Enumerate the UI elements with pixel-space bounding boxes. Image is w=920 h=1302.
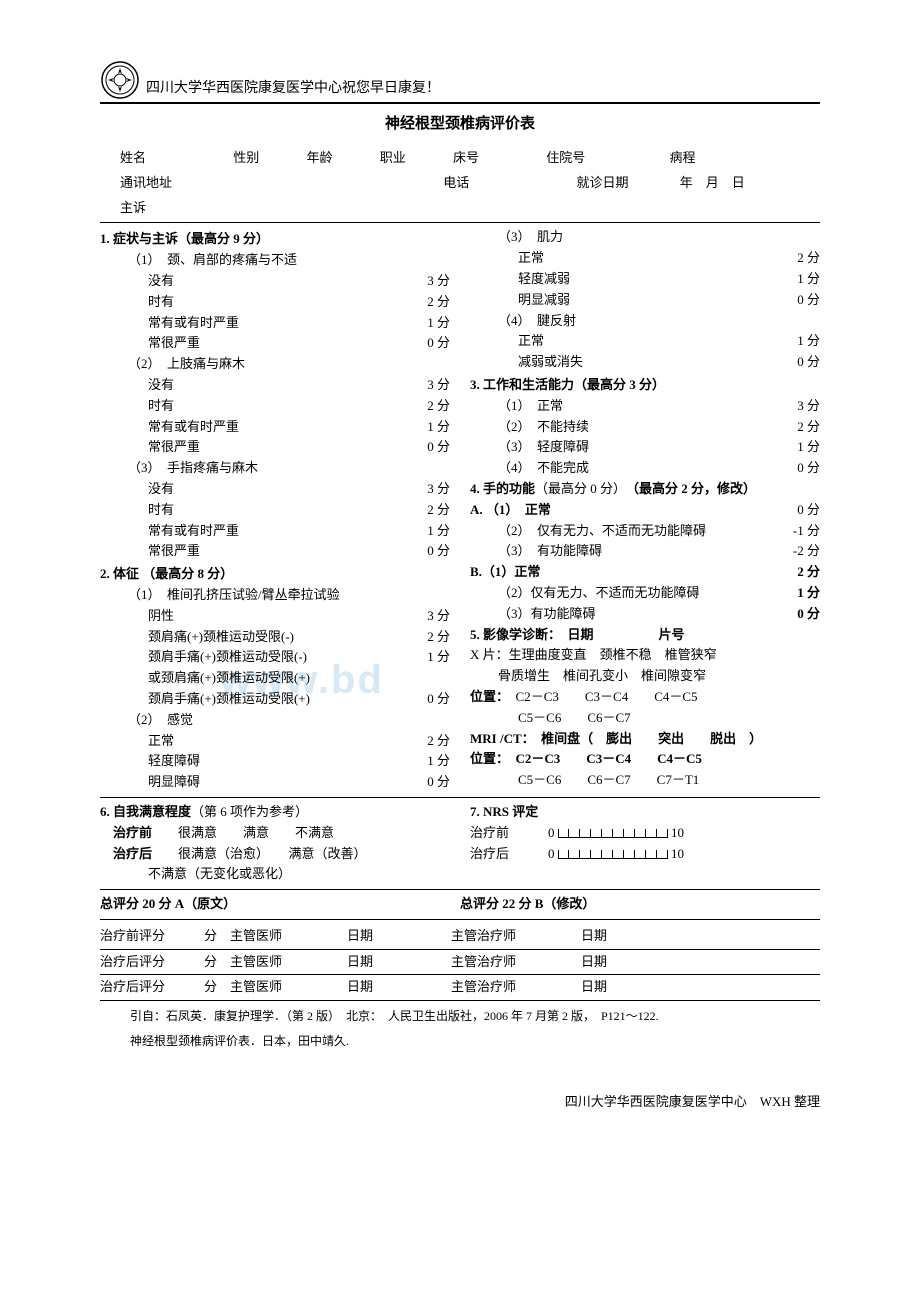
sec6-title: 6. 自我满意程度（第 6 项作为参考）: [100, 802, 450, 823]
opt: 常很严重0 分: [100, 333, 450, 354]
opt: 正常2 分: [100, 731, 450, 752]
sec6-before: 治疗前 很满意 满意 不满意: [100, 823, 450, 844]
opt: （3） 轻度障碍1 分: [470, 437, 820, 458]
opt: 明显障碍0 分: [100, 772, 450, 793]
opt: （4） 不能完成0 分: [470, 458, 820, 479]
sig-row-1: 治疗前评分 分 主管医师 日期 主管治疗师 日期: [100, 924, 820, 950]
sec2-g4-head: （4） 腱反射: [470, 311, 820, 332]
divider: [100, 797, 820, 798]
opt: 正常1 分: [470, 331, 820, 352]
totals: 总评分 20 分 A（原文） 总评分 22 分 B（修改）: [100, 894, 820, 915]
opt: （2） 不能持续2 分: [470, 417, 820, 438]
sec3-title: 3. 工作和生活能力（最高分 3 分）: [470, 375, 820, 396]
opt: 减弱或消失0 分: [470, 352, 820, 373]
opt: 颈肩痛(+)颈椎运动受限(-)2 分: [100, 627, 450, 648]
opt: 没有3 分: [100, 271, 450, 292]
opt: 阴性3 分: [100, 606, 450, 627]
sec1-g2-head: （2） 上肢痛与麻木: [100, 354, 450, 375]
info-line-2: 通讯地址 电话 就诊日期 年 月 日: [100, 173, 820, 194]
opt: （1） 正常3 分: [470, 396, 820, 417]
sec5-xray2: 骨质增生 椎间孔变小 椎间隙变窄: [470, 666, 820, 687]
divider: [100, 889, 820, 890]
opt: 时有2 分: [100, 396, 450, 417]
opt: （3） 有功能障碍-2 分: [470, 541, 820, 562]
sec5-mri: MRI /CT： 椎间盘（ 膨出 突出 脱出 ）: [470, 729, 820, 750]
divider: [100, 919, 820, 920]
nrs-after: 治疗后 0 10: [470, 844, 820, 865]
satisfaction-row: 6. 自我满意程度（第 6 项作为参考） 治疗前 很满意 满意 不满意 治疗后 …: [100, 802, 820, 885]
footnote-1: 引自：石凤英．康复护理学．（第 2 版） 北京： 人民卫生出版社，2006 年 …: [100, 1007, 820, 1026]
opt: （2） 仅有无力、不适而无功能障碍-1 分: [470, 521, 820, 542]
opt: 轻度障碍1 分: [100, 751, 450, 772]
footer: 四川大学华西医院康复医学中心 WXH 整理: [100, 1092, 820, 1113]
sec5-title: 5. 影像学诊断： 日期 片号: [470, 625, 820, 646]
nrs-scale-icon: [558, 829, 668, 838]
info-line-1: 姓名 性别 年龄 职业 床号 住院号 病程: [100, 148, 820, 169]
info-line-3: 主诉: [100, 198, 820, 219]
nrs-before: 治疗前 0 10: [470, 823, 820, 844]
form-title: 神经根型颈椎病评价表: [100, 112, 820, 136]
sec5-pos1b: C5－C6 C6－C7: [470, 708, 820, 729]
opt: 正常2 分: [470, 248, 820, 269]
sec5-xray: X 片：生理曲度变直 颈椎不稳 椎管狭窄: [470, 645, 820, 666]
opt: （3）有功能障碍0 分: [470, 604, 820, 625]
sec2-g2-head: （2） 感觉: [100, 710, 450, 731]
opt: 常很严重0 分: [100, 541, 450, 562]
sig-row-3: 治疗后评分 分 主管医师 日期 主管治疗师 日期: [100, 975, 820, 1001]
page-header: 四川大学华西医院康复医学中心祝您早日康复！: [100, 60, 820, 104]
sec5-pos1: 位置： C2－C3 C3－C4 C4－C5: [470, 687, 820, 708]
opt: 轻度减弱1 分: [470, 269, 820, 290]
hospital-logo-icon: [100, 60, 140, 100]
opt: 时有2 分: [100, 292, 450, 313]
right-column: （3） 肌力 正常2 分 轻度减弱1 分 明显减弱0 分 （4） 腱反射 正常1…: [470, 227, 820, 793]
opt: 没有3 分: [100, 479, 450, 500]
opt: 颈肩手痛(+)颈椎运动受限(-)1 分: [100, 647, 450, 668]
main-columns: 1. 症状与主诉（最高分 9 分） （1） 颈、肩部的疼痛与不适 没有3 分 时…: [100, 227, 820, 793]
opt: 常有或有时严重1 分: [100, 313, 450, 334]
sec2-title: 2. 体征 （最高分 8 分）: [100, 564, 450, 585]
opt: 颈肩手痛(+)颈椎运动受限(+)0 分: [100, 689, 450, 710]
sec1-title: 1. 症状与主诉（最高分 9 分）: [100, 229, 450, 250]
sig-row-2: 治疗后评分 分 主管医师 日期 主管治疗师 日期: [100, 950, 820, 976]
opt: 时有2 分: [100, 500, 450, 521]
sec6-after: 治疗后 很满意（治愈） 满意（改善）: [100, 844, 450, 865]
nrs-scale-icon: [558, 850, 668, 859]
opt: 明显减弱0 分: [470, 290, 820, 311]
sec6-after2: 不满意（无变化或恶化）: [100, 864, 450, 885]
sec2-g1-head: （1） 椎间孔挤压试验/臂丛牵拉试验: [100, 585, 450, 606]
opt: 常有或有时严重1 分: [100, 417, 450, 438]
opt: B.（1）正常2 分: [470, 562, 820, 583]
header-text: 四川大学华西医院康复医学中心祝您早日康复！: [146, 78, 440, 100]
sec1-g1-head: （1） 颈、肩部的疼痛与不适: [100, 250, 450, 271]
opt: 常很严重0 分: [100, 437, 450, 458]
sec5-pos2: 位置： C2－C3 C3－C4 C4－C5: [470, 749, 820, 770]
opt: （2）仅有无力、不适而无功能障碍1 分: [470, 583, 820, 604]
sec1-g3-head: （3） 手指疼痛与麻木: [100, 458, 450, 479]
sec5-pos2b: C5－C6 C6－C7 C7－T1: [470, 770, 820, 791]
opt: 没有3 分: [100, 375, 450, 396]
opt: 或颈肩痛(+)颈椎运动受限(+): [100, 668, 450, 689]
opt: 常有或有时严重1 分: [100, 521, 450, 542]
footnote-2: 神经根型颈椎病评价表．日本，田中靖久.: [100, 1032, 820, 1051]
left-column: 1. 症状与主诉（最高分 9 分） （1） 颈、肩部的疼痛与不适 没有3 分 时…: [100, 227, 450, 793]
sec4-title: 4. 手的功能（最高分 0 分） （最高分 2 分，修改）: [470, 479, 820, 500]
sec2-g3-head: （3） 肌力: [470, 227, 820, 248]
opt: A. （1） 正常0 分: [470, 500, 820, 521]
sec7-title: 7. NRS 评定: [470, 802, 820, 823]
divider: [100, 222, 820, 223]
